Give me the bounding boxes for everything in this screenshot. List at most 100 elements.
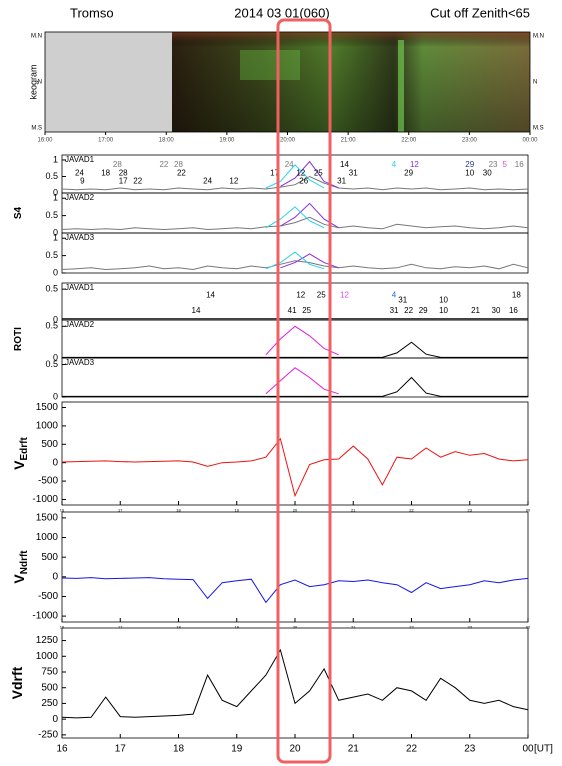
prn-label: 12 [340, 290, 349, 299]
prn-label: 30 [492, 306, 501, 315]
prn-label: 24 [75, 168, 84, 177]
y-tick-label: 0.5 [45, 284, 58, 294]
prn-label: 22 [133, 177, 142, 186]
prn-label: 29 [419, 306, 428, 315]
y-axis-label-main: Vdrft [9, 666, 25, 699]
prn-label: 12 [296, 290, 305, 299]
prn-label: 21 [471, 306, 480, 315]
series-line [61, 175, 529, 191]
x-tick-label: 20 [293, 508, 298, 513]
x-tick-label: 17 [115, 744, 127, 755]
prn-label: 12 [296, 168, 305, 177]
prn-label: 22 [159, 160, 168, 169]
y-tick-label: 0.5 [45, 321, 58, 331]
prn-label: 18 [512, 290, 521, 299]
prn-label: 24 [285, 160, 294, 169]
frame [61, 154, 529, 194]
series-line [61, 577, 529, 604]
x-tick-label: 18 [176, 508, 181, 513]
chart-title: 2014 03 01(060) [234, 5, 329, 20]
frame [61, 232, 529, 274]
frame [61, 511, 529, 623]
x-tick-label: 16:00 [37, 138, 53, 144]
series-line [61, 216, 529, 231]
x-tick-label: 19:00 [219, 138, 235, 144]
y-tick-label: -250 [38, 729, 58, 740]
receiver-label: JAVAD1 [65, 155, 95, 164]
y-axis-label-main: V [11, 460, 27, 470]
prn-label: 29 [465, 160, 474, 169]
series-line [265, 251, 325, 270]
prn-label: 12 [410, 160, 419, 169]
prn-label: 31 [349, 168, 358, 177]
y-axis-label-main: V [11, 574, 27, 584]
x-tick-label: 23 [464, 744, 476, 755]
series-line [265, 206, 325, 229]
series-line [61, 260, 529, 271]
title-left: Tromso [70, 5, 114, 20]
y-label: M.N [533, 34, 544, 40]
y-label: M.N [31, 34, 42, 40]
frame [61, 357, 529, 398]
x-tick-label: 21 [348, 744, 360, 755]
prn-label: 28 [113, 160, 122, 169]
y-axis-label: keogram [28, 64, 38, 99]
prn-label: 23 [489, 160, 498, 169]
prn-label: 25 [302, 306, 311, 315]
y-axis-label: ROTI [13, 327, 24, 351]
y-label: N [533, 80, 537, 86]
y-tick-label: -500 [38, 476, 58, 487]
prn-label: 16 [515, 160, 524, 169]
receiver-label: JAVAD3 [65, 233, 95, 242]
y-tick-label: 0 [52, 457, 58, 468]
prn-label: 22 [404, 306, 413, 315]
y-tick-label: 1000 [36, 651, 59, 662]
y-tick-label: 0.5 [45, 359, 58, 369]
y-tick-label: 500 [41, 552, 58, 563]
series-line [62, 376, 528, 397]
y-tick-label: 1000 [36, 532, 59, 543]
prn-label: 14 [340, 160, 349, 169]
x-tick-label: 00 [526, 625, 531, 630]
y-tick-label: 1 [53, 193, 58, 203]
x-tick-label: 19 [235, 508, 240, 513]
prn-label: 14 [192, 306, 201, 315]
series-line [62, 341, 528, 358]
y-axis-label-main: S4 [13, 206, 24, 219]
series-line [265, 164, 325, 189]
prn-label: 25 [314, 168, 323, 177]
y-tick-label: 1500 [36, 513, 59, 524]
prn-label: 12 [229, 177, 238, 186]
y-tick-label: 0 [53, 187, 58, 197]
y-tick-label: 0.5 [45, 250, 58, 260]
prn-label: 30 [483, 168, 492, 177]
prn-label: 4 [392, 290, 397, 299]
receiver-label: JAVAD2 [65, 193, 95, 202]
y-tick-label: -1000 [32, 494, 58, 505]
title-right: Cut off Zenith<65 [430, 5, 530, 20]
frame [61, 319, 529, 359]
x-tick-label: 22 [409, 508, 414, 513]
prn-label: 31 [398, 295, 407, 304]
y-tick-label: 0 [52, 571, 58, 582]
x-tick-label: 00 [522, 744, 534, 755]
prn-label: 14 [206, 290, 215, 299]
y-tick-label: 0 [52, 714, 58, 725]
y-tick-label: 1 [53, 154, 58, 164]
y-tick-label: -1000 [32, 611, 58, 622]
y-axis-label: VEdrft [11, 437, 30, 470]
prn-label: 29 [404, 168, 413, 177]
y-tick-label: 0 [53, 391, 58, 401]
x-tick-label: 22 [409, 625, 414, 630]
y-label: M.S [533, 126, 544, 132]
y-tick-label: 750 [41, 667, 58, 678]
y-tick-label: 500 [41, 439, 58, 450]
prn-label: 17 [119, 177, 128, 186]
y-axis-label: Vdrft [9, 666, 25, 699]
x-tick-label: 16 [60, 625, 65, 630]
x-tick-label: 20 [289, 744, 301, 755]
receiver-label: JAVAD1 [65, 283, 95, 292]
x-tick-label: 23:00 [462, 138, 478, 144]
x-tick-label: 16 [56, 744, 68, 755]
